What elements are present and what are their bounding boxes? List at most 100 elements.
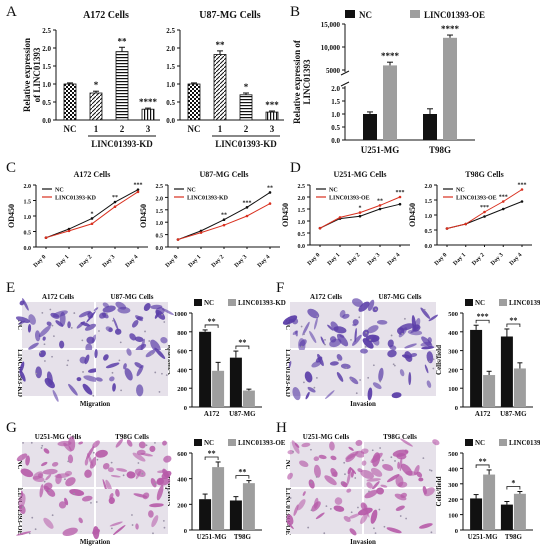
chart-C1: A172 Cells 0.0 0.5 1.0 1.5 2.0 OD450 Day 0 Day 1… (7, 170, 148, 269)
x-tick-label: Day 4 (509, 252, 524, 267)
micrograph-image (360, 438, 440, 490)
stained-cell (296, 499, 306, 511)
stained-cell (313, 464, 321, 478)
y-tick-label: 400 (448, 466, 458, 473)
x-tick-label: A172 (204, 410, 220, 418)
y-tick-label: 2.0 (166, 45, 175, 53)
membrane-pore (372, 364, 375, 367)
chart-F: 0 100 200 300 400 500 Cells/field NC LINC01393-K… (435, 299, 540, 418)
membrane-pore (148, 340, 151, 342)
y-tick-label: 2.0 (24, 184, 32, 190)
membrane-pore (82, 371, 84, 373)
micrograph-image (19, 350, 99, 402)
stained-cell (35, 366, 42, 379)
stained-cell (394, 493, 407, 501)
membrane-pore (152, 532, 154, 535)
stained-cell (69, 489, 85, 496)
y-tick-label: 600 (177, 451, 187, 458)
membrane-pore (28, 532, 31, 535)
legend-label: LINC01393-KD (55, 196, 97, 202)
micrograph-image (94, 347, 168, 397)
membrane-pore (310, 481, 313, 484)
stained-cell (28, 342, 39, 350)
membrane-pore (118, 359, 121, 362)
membrane-pore (110, 527, 113, 530)
membrane-pore (430, 531, 433, 534)
y-tick-label: 0.0 (42, 117, 51, 125)
stained-cell (362, 338, 374, 349)
micrograph-image (360, 348, 436, 401)
stained-cell (50, 312, 60, 319)
stained-cell (42, 468, 58, 475)
y-tick-label: 10,000 (321, 44, 341, 52)
membrane-pore (394, 460, 396, 462)
panel-letter: F (276, 280, 284, 296)
data-point (378, 204, 382, 207)
stained-cell (156, 485, 164, 501)
membrane-pore (329, 508, 332, 510)
panel-letter: B (290, 4, 300, 20)
stained-cell (110, 475, 121, 478)
membrane-pore (350, 378, 353, 381)
stained-cell (105, 362, 120, 369)
significance-label: *** (499, 195, 508, 201)
x-tick-label: 1 (94, 124, 99, 134)
membrane-pore (31, 516, 34, 519)
data-point (222, 223, 226, 227)
bar (423, 114, 437, 140)
row-label: NC (284, 320, 292, 330)
stained-cell (135, 523, 139, 530)
membrane-pore (122, 474, 125, 477)
stained-cell (149, 503, 164, 508)
y-tick-label: 1.5 (425, 199, 433, 205)
panel-letter: H (276, 420, 287, 436)
membrane-pore (428, 469, 431, 471)
membrane-pore (92, 394, 95, 397)
column-title: T98G Cells (383, 433, 417, 441)
bar (212, 467, 225, 530)
bar (383, 65, 397, 140)
stained-cell (313, 456, 320, 462)
chart-D1: U251-MG Cells 0.0 0.5 1.0 1.5 2.0 2.5 OD450 Day … (281, 170, 410, 267)
stained-cell (392, 449, 409, 457)
stained-cell (28, 314, 36, 325)
stained-cell (407, 329, 423, 336)
membrane-pore (355, 392, 358, 395)
significance-label: * (359, 206, 362, 212)
membrane-pore (337, 359, 340, 361)
legend-swatch (345, 10, 355, 18)
x-tick-label: NC (188, 124, 201, 134)
stained-cell (83, 375, 99, 382)
stained-cell (112, 383, 116, 392)
stained-cell (427, 337, 432, 344)
y-tick-label: 0.5 (425, 229, 433, 235)
significance-label: ** (509, 316, 517, 325)
stained-cell (143, 302, 151, 311)
membrane-pore (289, 497, 292, 499)
stained-cell (92, 528, 101, 535)
legend-swatch (194, 439, 202, 446)
x-tick-label: Day 1 (452, 252, 467, 267)
stained-cell (82, 383, 93, 395)
y-tick-label: 2.0 (331, 85, 340, 93)
micrograph-image (288, 350, 362, 401)
significance-label: ** (267, 185, 273, 191)
stained-cell (363, 503, 370, 518)
stained-cell (432, 439, 440, 446)
significance-label: *** (243, 200, 252, 206)
legend-label: NC (359, 10, 372, 20)
stained-cell (360, 448, 369, 454)
stained-cell (347, 467, 352, 475)
chart-title: U87-MG Cells (199, 170, 248, 179)
chart-H: 0 100 200 300 400 500 Cells/field NC LINC01393-O… (435, 439, 540, 541)
stained-cell (20, 490, 24, 497)
y-axis-label: Cells/field (435, 345, 443, 375)
y-tick-label: 2.5 (166, 27, 175, 35)
y-tick-label: 0.0 (425, 244, 433, 250)
x-tick-label: A172 (475, 410, 491, 418)
membrane-pore (392, 363, 395, 366)
membrane-pore (73, 492, 75, 495)
column-title: A172 Cells (42, 293, 74, 301)
legend-swatch (499, 299, 507, 306)
panel-letter: E (6, 280, 15, 296)
